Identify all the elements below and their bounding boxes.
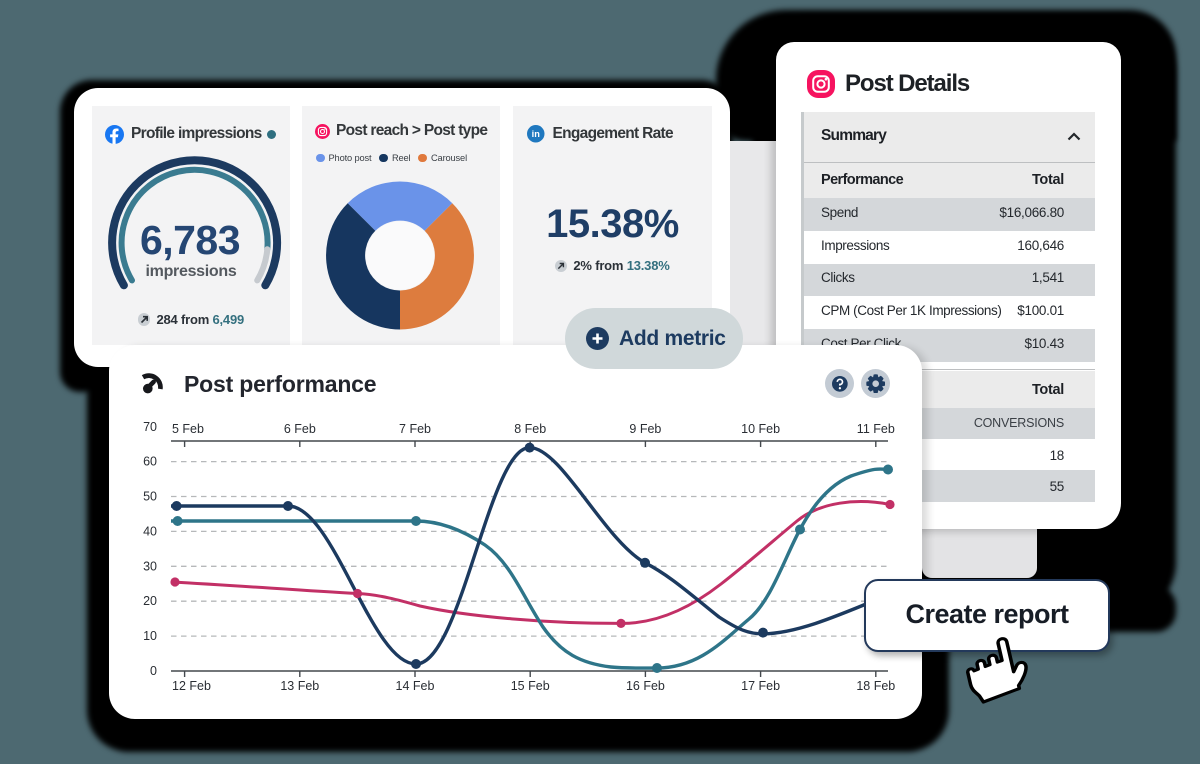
svg-text:9 Feb: 9 Feb bbox=[629, 422, 661, 436]
svg-text:6 Feb: 6 Feb bbox=[284, 422, 316, 436]
svg-text:7 Feb: 7 Feb bbox=[399, 422, 431, 436]
svg-text:20: 20 bbox=[143, 594, 157, 608]
svg-text:70: 70 bbox=[143, 420, 157, 434]
svg-text:50: 50 bbox=[143, 490, 157, 504]
svg-text:18 Feb: 18 Feb bbox=[856, 679, 895, 693]
svg-text:10 Feb: 10 Feb bbox=[741, 422, 780, 436]
svg-text:15 Feb: 15 Feb bbox=[511, 679, 550, 693]
svg-text:60: 60 bbox=[143, 455, 157, 469]
svg-text:30: 30 bbox=[143, 559, 157, 573]
svg-text:10: 10 bbox=[143, 629, 157, 643]
svg-text:5 Feb: 5 Feb bbox=[172, 422, 204, 436]
svg-text:8 Feb: 8 Feb bbox=[514, 422, 546, 436]
svg-text:13 Feb: 13 Feb bbox=[280, 679, 319, 693]
svg-text:14 Feb: 14 Feb bbox=[396, 679, 435, 693]
svg-text:17 Feb: 17 Feb bbox=[741, 679, 780, 693]
svg-text:0: 0 bbox=[150, 664, 157, 678]
svg-text:in: in bbox=[532, 129, 541, 139]
svg-text:11 Feb: 11 Feb bbox=[857, 422, 895, 436]
svg-text:12 Feb: 12 Feb bbox=[172, 679, 211, 693]
svg-text:40: 40 bbox=[143, 524, 157, 538]
svg-text:16 Feb: 16 Feb bbox=[626, 679, 665, 693]
